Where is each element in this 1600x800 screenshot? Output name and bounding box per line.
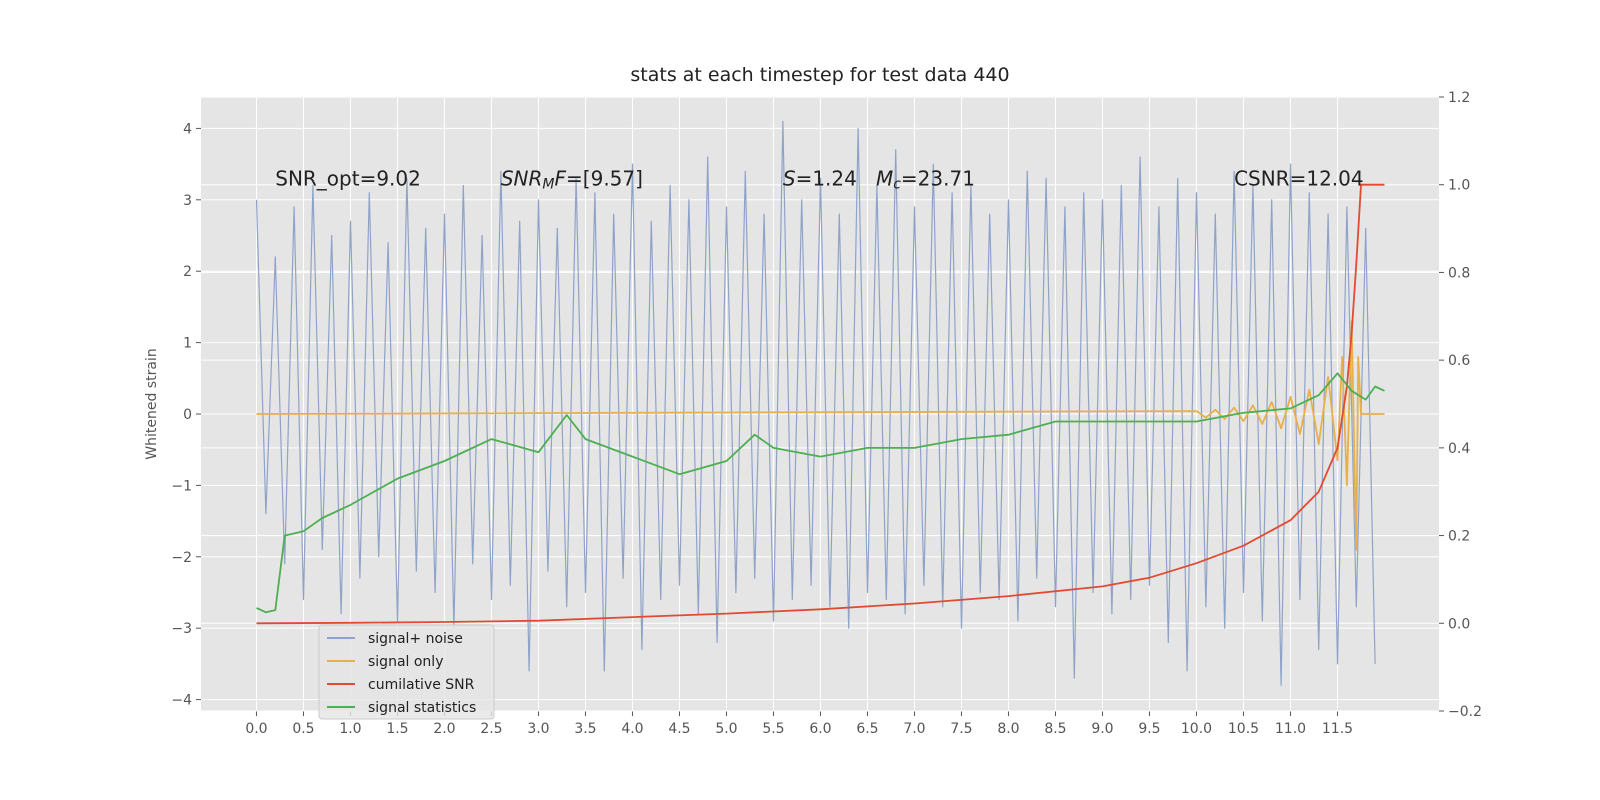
- x-tick-label: 4.5: [668, 721, 690, 737]
- annotation: CSNR=12.04: [1234, 167, 1364, 191]
- x-tick-label: 1.5: [386, 721, 408, 737]
- annotation-part: c: [893, 176, 901, 192]
- annotation: SNRMF=[9.57]: [501, 167, 643, 193]
- legend-label: cumilative SNR: [368, 677, 475, 693]
- x-tick-label: 1.0: [339, 721, 361, 737]
- y-tick-label: −2: [171, 550, 192, 566]
- annotation: S=1.24 Mc=23.71: [783, 167, 975, 193]
- annotation-part: =23.71: [901, 167, 975, 191]
- chart-title: stats at each timestep for test data 440: [630, 64, 1009, 86]
- x-tick-label: 11.5: [1322, 721, 1353, 737]
- y-axis-label: Whitened strain: [144, 348, 160, 459]
- x-tick-label: 4.0: [621, 721, 643, 737]
- y-tick-label: −4: [171, 693, 192, 709]
- x-tick-label: 8.0: [997, 721, 1019, 737]
- legend-box: [318, 624, 495, 720]
- x-tick-label: 2.5: [480, 721, 502, 737]
- y2-tick-label: 0.0: [1448, 616, 1470, 632]
- y2-tick-label: 0.4: [1448, 441, 1470, 457]
- x-tick-label: 5.0: [715, 721, 737, 737]
- x-tick-label: 2.0: [433, 721, 455, 737]
- x-tick-label: 9.0: [1091, 721, 1113, 737]
- legend-label: signal only: [368, 654, 443, 670]
- x-tick-label: 7.5: [950, 721, 972, 737]
- series-line: [256, 183, 1385, 625]
- x-tick-label: 0.5: [292, 721, 314, 737]
- y2-tick-label: 0.6: [1448, 353, 1470, 369]
- annotation-part: =1.24: [796, 167, 876, 191]
- series-line: [255, 120, 1376, 686]
- x-tick-label: 5.5: [762, 721, 784, 737]
- x-tick-label: 0.0: [245, 721, 267, 737]
- annotation-part: M: [542, 176, 554, 192]
- annotation-part: CSNR=12.04: [1234, 167, 1364, 191]
- x-tick-label: 7.0: [903, 721, 925, 737]
- x-tick-label: 8.5: [1044, 721, 1066, 737]
- x-tick-label: 3.0: [527, 721, 549, 737]
- annotation: SNR_opt=9.02: [275, 167, 421, 191]
- y-tick-label: −1: [171, 478, 192, 494]
- x-tick-label: 6.5: [856, 721, 878, 737]
- y-tick-label: 2: [183, 264, 192, 280]
- y2-tick-label: 1.0: [1448, 178, 1470, 194]
- y-tick-label: 3: [183, 193, 192, 209]
- y-tick-label: 1: [183, 336, 192, 352]
- series-line: [256, 372, 1385, 614]
- y-tick-label: −3: [171, 621, 192, 637]
- x-tick-label: 11.0: [1275, 721, 1306, 737]
- y2-tick-label: −0.2: [1448, 704, 1482, 720]
- annotation-part: =[9.57]: [566, 167, 643, 191]
- annotation-part: S: [783, 167, 796, 191]
- legend-label: signal+ noise: [368, 631, 463, 647]
- y2-tick-label: 0.8: [1448, 265, 1470, 281]
- x-tick-label: 3.5: [574, 721, 596, 737]
- annotation-part: M: [876, 167, 893, 191]
- x-tick-label: 10.0: [1181, 721, 1212, 737]
- x-tick-label: 10.5: [1228, 721, 1259, 737]
- y2-tick-label: 0.2: [1448, 529, 1470, 545]
- annotation-part: SNR: [501, 167, 543, 191]
- x-tick-label: 6.0: [809, 721, 831, 737]
- annotation-part: SNR_opt=9.02: [275, 167, 421, 191]
- y2-tick-label: 1.2: [1448, 90, 1470, 106]
- x-tick-label: 9.5: [1138, 721, 1160, 737]
- y-tick-label: 4: [183, 121, 192, 137]
- y-tick-label: 0: [183, 407, 192, 423]
- legend-label: signal statistics: [368, 700, 476, 716]
- annotation-part: F: [555, 167, 567, 191]
